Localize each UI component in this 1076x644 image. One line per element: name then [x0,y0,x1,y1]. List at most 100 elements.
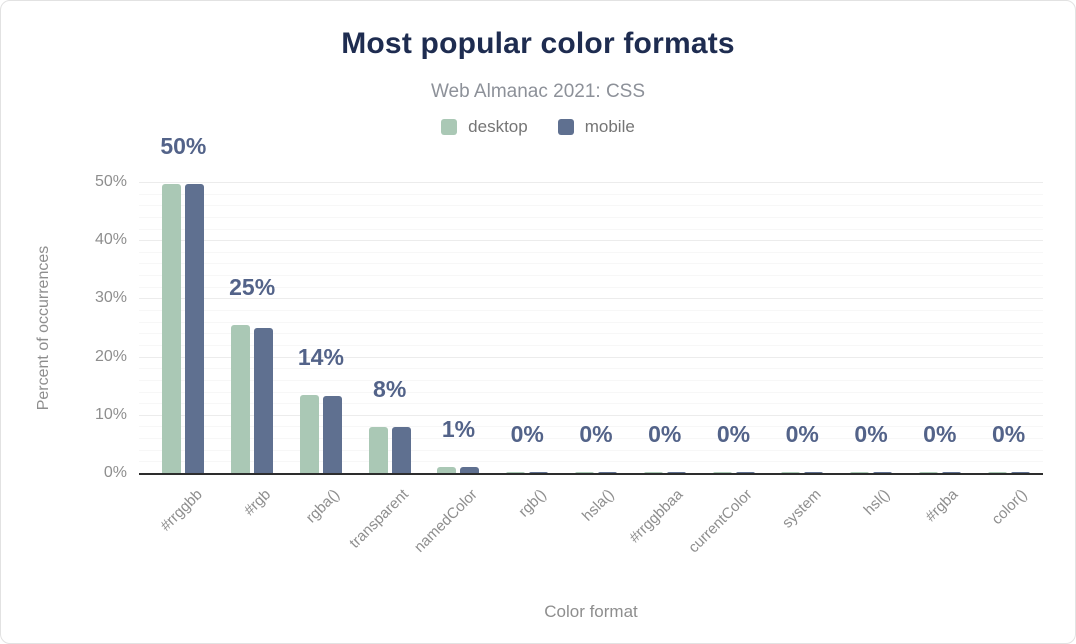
desktop-bar-rgb()[interactable] [506,471,526,474]
legend-label-desktop: desktop [468,117,528,136]
plot-area: 50% #rrggbb 25% #rgb 14% rgba() 8% transparent 1… [95,133,1043,556]
gridline-4 [139,449,1043,451]
mobile-bar-currentColor[interactable] [735,472,755,474]
y-tick-50pct: 50% [94,173,127,190]
mobile-bar-#rrggbb[interactable] [185,184,205,474]
mobile-bar-#rgba[interactable] [941,472,961,474]
desktop-bar-#rgba[interactable] [918,472,938,474]
legend-swatch-desktop [441,119,458,135]
value-label-currentColor: 0% [716,421,751,447]
category-slot-transparent: 8% transparent [346,183,424,551]
gridline-30 [139,298,1043,300]
mobile-bar-hsla()[interactable] [597,471,617,474]
value-label-color(): 0% [991,421,1026,447]
y-axis-title: Percent of occurrences [35,245,52,411]
desktop-bar-color()[interactable] [987,472,1007,474]
gridline-48 [139,193,1043,195]
x-tick-label-rgba(): rgba() [302,486,343,527]
gridline-40 [139,240,1043,242]
gridline-22 [139,344,1043,346]
value-label-#rgb: 25% [229,274,276,301]
value-label-#rrggbb: 50% [160,133,207,160]
desktop-bar-namedColor[interactable] [437,467,457,474]
category-slot-namedColor: 1% namedColor [411,183,493,556]
category-slot-currentColor: 0% currentColor [685,183,768,556]
gridline-44 [139,216,1043,218]
legend-item-desktop[interactable]: desktop [441,117,528,137]
gridline-38 [139,251,1043,253]
gridline-24 [139,333,1043,335]
gridline-26 [139,321,1043,323]
legend-label-mobile: mobile [584,117,635,136]
value-label-system: 0% [785,421,819,447]
y-tick-20pct: 20% [94,347,127,365]
x-tick-label-hsl(): hsl() [860,486,894,519]
gridline-2 [139,461,1043,463]
bar-pair-hsla() [574,471,617,474]
gridline-6 [139,438,1043,440]
gridline-46 [139,205,1043,207]
x-tick-label-system: system [778,486,825,532]
mobile-bar-system[interactable] [804,472,824,474]
legend: desktop mobile [1,117,1075,137]
value-label-#rrggbbaa: 0% [648,420,682,447]
mobile-bar-#rrggbbaa[interactable] [666,471,686,474]
gridline-12 [139,403,1043,405]
mobile-bar-rgb()[interactable] [529,471,549,474]
bar-slots: 50% #rrggbb 25% #rgb 14% rgba() 8% transparent 1… [149,133,1043,556]
desktop-bar-currentColor[interactable] [712,472,732,474]
desktop-bar-hsl()[interactable] [850,472,870,474]
mobile-bar-hsl()[interactable] [873,472,893,474]
gridline-32 [139,286,1043,288]
category-slot-rgb(): 0% rgb() [493,183,562,520]
category-slot-hsl(): 0% hsl() [837,183,906,519]
bar-pair-rgba() [299,395,342,474]
bar-pair-transparent [368,427,411,474]
y-tick-30pct: 30% [94,289,127,307]
bar-pair-#rgba [918,472,961,474]
bar-pair-namedColor [437,467,480,474]
category-slot-color(): 0% color() [974,183,1043,528]
chart-title: Most popular color formats [341,27,735,60]
gridline-20 [139,356,1043,358]
category-slot-#rgb: 25% #rgb [218,183,287,519]
desktop-bar-#rrggbbaa[interactable] [643,471,663,474]
mobile-bar-transparent[interactable] [391,427,411,474]
mobile-bar-namedColor[interactable] [460,467,480,474]
value-label-hsla(): 0% [579,420,613,447]
gridline-10 [139,414,1043,416]
legend-swatch-mobile [557,119,574,135]
bar-pair-#rrggbb [162,184,205,474]
gridline-34 [139,275,1043,277]
gridline-16 [139,379,1043,381]
desktop-bar-hsla()[interactable] [574,472,594,474]
x-tick-label-namedColor: namedColor [410,486,481,556]
category-slot-#rrggbb: 50% #rrggbb [149,133,218,534]
gridline-8 [139,426,1043,428]
bar-pair-#rrggbbaa [643,471,686,474]
bar-pair-currentColor [712,472,755,474]
mobile-bar-rgba()[interactable] [322,396,342,474]
value-label-#rgba: 0% [923,421,957,447]
bar-pair-#rgb [231,325,274,474]
mobile-bar-#rgb[interactable] [254,327,274,474]
chart-subtitle: Web Almanac 2021: CSS [430,81,646,102]
desktop-bar-#rrggbb[interactable] [162,184,182,474]
legend-item-mobile[interactable]: mobile [557,117,635,137]
value-label-hsl(): 0% [854,421,888,447]
desktop-bar-system[interactable] [781,472,801,474]
gridline-36 [139,263,1043,265]
x-tick-label-transparent: transparent [346,486,412,552]
desktop-bar-transparent[interactable] [368,427,388,474]
bar-pair-hsl() [850,472,893,474]
bar-pair-color() [987,472,1030,474]
mobile-bar-color()[interactable] [1010,472,1030,474]
category-slot-system: 0% system [768,183,837,532]
desktop-bar-#rgb[interactable] [231,325,251,474]
value-label-transparent: 8% [373,376,407,403]
y-tick-0pct: 0% [103,464,127,481]
y-tick-40pct: 40% [94,231,127,249]
desktop-bar-rgba()[interactable] [299,395,319,474]
value-label-rgba(): 14% [297,344,344,371]
